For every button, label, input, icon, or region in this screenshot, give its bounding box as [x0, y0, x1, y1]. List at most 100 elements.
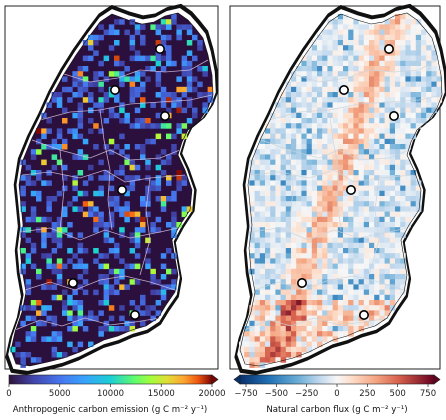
raster-cell: [337, 138, 344, 145]
raster-cell: [124, 144, 130, 150]
raster-cell: [160, 86, 167, 93]
raster-cell: [306, 97, 313, 103]
raster-cell: [280, 315, 287, 322]
raster-cell: [337, 170, 344, 176]
raster-cell: [436, 71, 443, 77]
raster-cell: [296, 346, 302, 353]
raster-cell: [275, 242, 281, 249]
raster-cell: [410, 118, 417, 124]
raster-cell: [358, 180, 365, 186]
raster-cell: [275, 336, 281, 342]
raster-cell: [259, 279, 266, 285]
raster-cell: [82, 268, 89, 275]
raster-cell: [343, 92, 349, 98]
raster-cell: [62, 175, 68, 181]
raster-cell: [67, 326, 73, 332]
colorbar-extend-min-arrow: [233, 374, 241, 385]
raster-cell: [249, 320, 255, 327]
raster-cell: [431, 92, 437, 98]
raster-cell: [291, 154, 297, 160]
raster-cell: [405, 196, 411, 202]
raster-cell: [400, 211, 406, 218]
raster-cell: [343, 284, 349, 290]
raster-cell: [280, 232, 287, 238]
raster-cell: [296, 133, 302, 140]
raster-cell: [265, 263, 271, 270]
raster-cell: [384, 71, 391, 77]
raster-cell: [88, 97, 94, 103]
raster-cell: [369, 196, 375, 202]
raster-cell: [374, 268, 380, 275]
raster-cell: [20, 357, 26, 363]
raster-cell: [374, 71, 380, 77]
raster-cell: [410, 29, 417, 36]
raster-cell: [301, 159, 307, 166]
raster-cell: [363, 81, 370, 88]
raster-cell: [410, 97, 417, 103]
raster-cell: [254, 175, 261, 181]
raster-cell: [296, 71, 302, 77]
raster-cell: [171, 190, 177, 197]
raster-cell: [415, 86, 422, 93]
raster-cell: [405, 185, 411, 192]
raster-cell: [259, 242, 266, 249]
raster-cell: [62, 289, 68, 296]
raster-cell: [369, 284, 375, 290]
raster-cell: [140, 201, 146, 207]
raster-cell: [317, 71, 323, 77]
raster-cell: [270, 206, 276, 212]
raster-cell: [327, 76, 333, 82]
raster-cell: [348, 180, 354, 186]
raster-cell: [285, 227, 292, 233]
raster-cell: [306, 66, 313, 72]
raster-cell: [114, 242, 120, 249]
raster-cell: [343, 71, 349, 77]
raster-cell: [317, 336, 323, 342]
raster-cell: [421, 76, 427, 82]
raster-cell: [400, 206, 406, 212]
raster-cell: [317, 237, 323, 244]
raster-cell: [291, 294, 297, 301]
raster-cell: [389, 76, 396, 82]
raster-cell: [374, 180, 380, 186]
raster-cell: [114, 29, 120, 36]
raster-cell: [431, 50, 437, 56]
raster-cells: [239, 14, 443, 368]
raster-cell: [124, 66, 130, 72]
raster-cell: [291, 268, 297, 275]
site-marker: [130, 309, 141, 320]
raster-cell: [327, 19, 333, 25]
raster-cell: [343, 128, 349, 134]
raster-cell: [270, 154, 276, 160]
raster-cell: [129, 123, 136, 129]
raster-cell: [343, 175, 349, 181]
raster-cell: [77, 92, 84, 98]
raster-cell: [317, 60, 323, 67]
raster-cell: [327, 237, 333, 244]
raster-cell: [291, 180, 297, 186]
raster-cell: [353, 237, 359, 244]
raster-cell: [395, 237, 401, 244]
raster-cell: [322, 45, 328, 51]
raster-cell: [384, 253, 391, 259]
raster-cell: [379, 128, 385, 134]
raster-cell: [306, 144, 313, 150]
raster-cell: [322, 248, 328, 254]
raster-cell: [400, 71, 406, 77]
raster-cell: [280, 164, 287, 171]
raster-cell: [171, 232, 177, 238]
raster-cell: [140, 123, 146, 129]
raster-cell: [291, 232, 297, 238]
raster-cell: [119, 60, 125, 67]
raster-cell: [348, 263, 354, 270]
colorbar-tick-label: −250: [295, 389, 318, 399]
raster-cell: [317, 138, 323, 145]
raster-cell: [327, 112, 333, 119]
raster-cell: [275, 352, 281, 358]
raster-cell: [82, 138, 89, 145]
raster-cell: [15, 341, 21, 348]
raster-cell: [405, 159, 411, 166]
raster-cell: [124, 154, 130, 160]
raster-cell: [259, 357, 266, 363]
raster-cell: [431, 71, 437, 77]
